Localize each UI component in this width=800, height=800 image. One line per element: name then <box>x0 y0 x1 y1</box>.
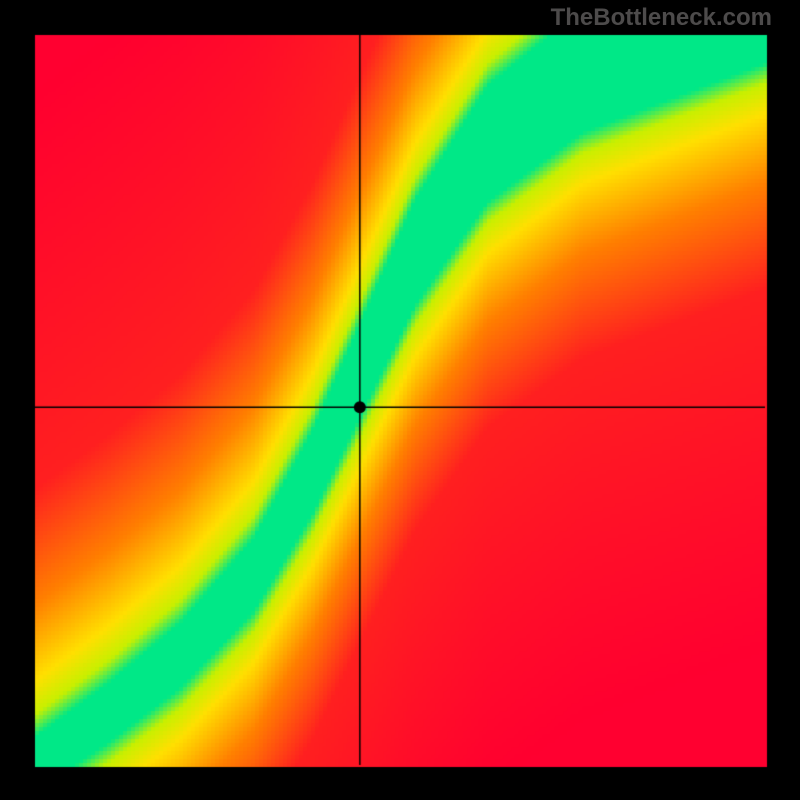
heatmap-canvas <box>0 0 800 800</box>
chart-container: TheBottleneck.com <box>0 0 800 800</box>
watermark-text: TheBottleneck.com <box>551 4 772 32</box>
